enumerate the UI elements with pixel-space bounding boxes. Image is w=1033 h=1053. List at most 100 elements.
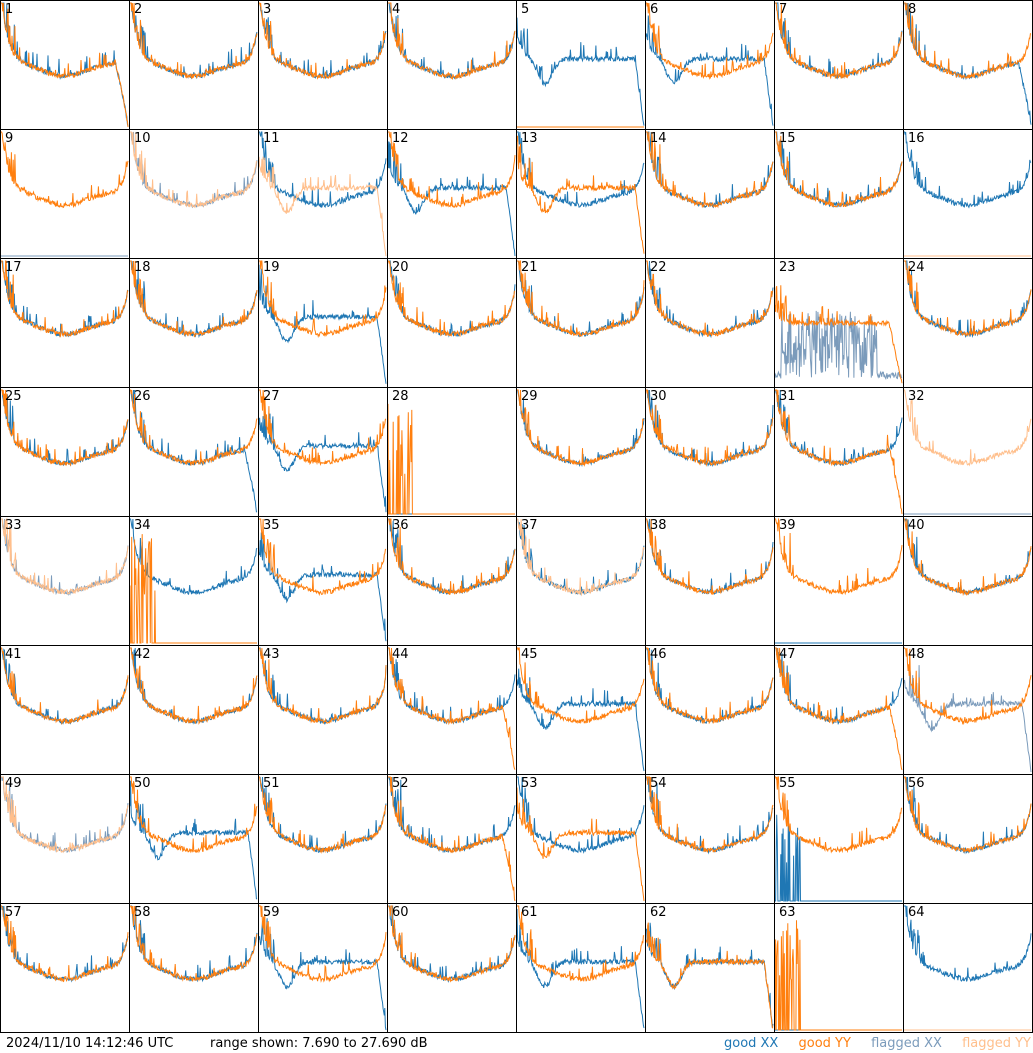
tile-plot	[259, 518, 387, 642]
tile-plot	[775, 776, 903, 902]
series-good-xx	[388, 141, 516, 257]
tile-label: 63	[779, 905, 796, 920]
tile-61: 61	[517, 904, 646, 1033]
tile-10: 10	[130, 130, 259, 259]
series-good-yy	[1, 905, 129, 983]
tile-label: 58	[134, 905, 151, 920]
tile-label: 1	[5, 2, 14, 17]
series-good-yy	[259, 2, 387, 80]
tile-plot	[259, 131, 387, 257]
tile-45: 45	[517, 646, 646, 775]
tile-label: 7	[779, 2, 788, 17]
tile-58: 58	[130, 904, 259, 1033]
tile-53: 53	[517, 775, 646, 904]
tile-plot	[775, 285, 903, 384]
tile-plot	[130, 260, 258, 339]
tile-plot	[259, 776, 387, 854]
tile-plot	[1, 517, 129, 596]
series-good-yy	[517, 787, 645, 902]
series-good-xx	[775, 2, 903, 80]
tile-label: 37	[521, 518, 538, 533]
tile-label: 28	[392, 389, 409, 404]
tile-label: 18	[134, 260, 151, 275]
tile-label: 26	[134, 389, 151, 404]
series-good-yy	[388, 260, 516, 337]
tile-52: 52	[388, 775, 517, 904]
tile-7: 7	[775, 1, 904, 130]
series-good-yy	[646, 776, 774, 853]
series-good-xx	[904, 131, 1032, 209]
legend: good XX good YY flagged XX flagged YY	[708, 1034, 1031, 1053]
tile-62: 62	[646, 904, 775, 1033]
series-good-xx	[259, 532, 387, 642]
tile-plot	[775, 389, 903, 515]
tile-label: 5	[521, 2, 530, 17]
tile-17: 17	[1, 259, 130, 388]
series-good-yy	[259, 518, 387, 597]
series-good-yy	[259, 647, 387, 724]
tile-label: 2	[134, 2, 143, 17]
series-good-xx	[259, 918, 387, 1031]
series-good-yy	[388, 403, 515, 515]
tile-plot	[388, 518, 516, 596]
tile-label: 57	[5, 905, 22, 920]
tile-label: 44	[392, 647, 409, 662]
tile-label: 56	[908, 776, 925, 791]
tile-23: 23	[775, 259, 904, 388]
series-good-yy	[517, 647, 645, 725]
tile-label: 36	[392, 518, 409, 533]
tile-15: 15	[775, 130, 904, 259]
tile-plot	[388, 776, 516, 902]
tile-21: 21	[517, 259, 646, 388]
tile-44: 44	[388, 646, 517, 775]
tile-plot	[904, 905, 1032, 1031]
tile-63: 63	[775, 904, 904, 1033]
tile-16: 16	[904, 130, 1033, 259]
tile-51: 51	[259, 775, 388, 904]
tile-plot	[646, 922, 774, 1029]
tile-19: 19	[259, 259, 388, 388]
series-good-yy	[904, 776, 1032, 854]
tile-4: 4	[388, 1, 517, 130]
tile-plot	[130, 389, 258, 513]
tile-24: 24	[904, 259, 1033, 388]
tile-plot	[259, 260, 387, 384]
tile-31: 31	[775, 388, 904, 517]
series-good-xx	[517, 776, 645, 854]
tile-plot	[388, 131, 516, 257]
tile-plot	[904, 131, 1032, 257]
series-good-xx	[517, 908, 645, 1029]
series-good-yy	[775, 2, 903, 80]
series-good-xx	[259, 405, 387, 513]
tile-plot	[130, 518, 258, 644]
tile-label: 4	[392, 2, 401, 17]
series-good-yy	[130, 647, 258, 725]
series-good-yy	[388, 647, 516, 770]
tile-plot	[388, 260, 516, 338]
tile-plot	[517, 260, 645, 338]
series-good-yy	[259, 905, 387, 983]
tile-label: 25	[5, 389, 22, 404]
series-good-xx	[904, 518, 1032, 596]
tile-plot	[646, 131, 774, 209]
series-good-xx	[259, 264, 387, 384]
tile-plot	[646, 518, 774, 595]
tile-plot	[646, 647, 774, 725]
tile-label: 3	[263, 2, 272, 17]
series-good-yy	[130, 905, 258, 982]
tile-label: 46	[650, 647, 667, 662]
legend-good-xx: good XX	[723, 1036, 779, 1051]
tile-label: 8	[908, 2, 917, 17]
series-good-yy	[775, 647, 903, 771]
series-good-yy	[130, 389, 258, 466]
series-good-yy	[904, 2, 1031, 80]
series-good-xx	[130, 389, 258, 513]
tile-28: 28	[388, 388, 517, 517]
tile-plot	[1, 389, 129, 467]
tile-plot	[517, 389, 645, 468]
tile-label: 62	[650, 905, 667, 920]
tile-label: 48	[908, 647, 925, 662]
tile-label: 34	[134, 518, 151, 533]
series-good-yy	[388, 518, 516, 596]
tile-22: 22	[646, 259, 775, 388]
